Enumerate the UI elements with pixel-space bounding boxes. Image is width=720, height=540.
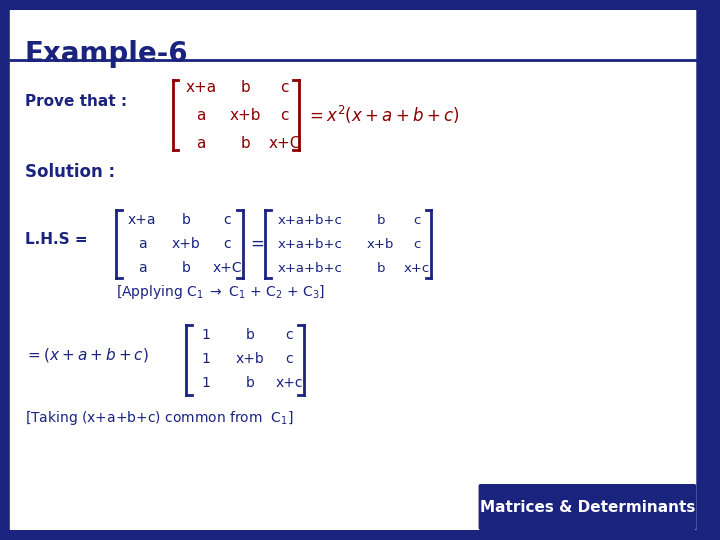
Text: b: b [246, 376, 254, 390]
Text: 1: 1 [202, 328, 210, 342]
Text: Example-6: Example-6 [24, 40, 188, 68]
Text: b: b [246, 328, 254, 342]
Text: x+b: x+b [366, 238, 394, 251]
Text: Solution :: Solution : [24, 163, 114, 181]
FancyBboxPatch shape [479, 484, 696, 530]
Text: L.H.S =: L.H.S = [24, 233, 87, 247]
Text: x+b: x+b [235, 352, 264, 366]
Text: c: c [224, 213, 231, 227]
Text: c: c [286, 328, 293, 342]
Text: a: a [138, 237, 146, 251]
Text: 1: 1 [202, 376, 210, 390]
Text: x+a+b+c: x+a+b+c [277, 213, 342, 226]
Text: x+c: x+c [404, 261, 430, 274]
Text: b: b [377, 261, 384, 274]
Text: c: c [413, 213, 420, 226]
Text: x+C: x+C [212, 261, 243, 275]
Text: 1: 1 [202, 352, 210, 366]
Text: x+a: x+a [186, 79, 217, 94]
Text: c: c [286, 352, 293, 366]
Text: a: a [197, 107, 206, 123]
Text: Prove that :: Prove that : [24, 94, 127, 110]
Text: b: b [182, 213, 191, 227]
Text: b: b [377, 213, 384, 226]
Text: x+b: x+b [172, 237, 201, 251]
Text: x+a: x+a [128, 213, 156, 227]
Text: b: b [240, 136, 250, 151]
Text: c: c [224, 237, 231, 251]
Text: Matrices & Determinants: Matrices & Determinants [480, 500, 695, 515]
Text: $= (x+a+b+c)$: $= (x+a+b+c)$ [24, 346, 148, 364]
Text: x+a+b+c: x+a+b+c [277, 238, 342, 251]
Text: [Applying C$_1$ $\rightarrow$ C$_1$ + C$_2$ + C$_3$]: [Applying C$_1$ $\rightarrow$ C$_1$ + C$… [116, 283, 325, 301]
Text: x+a+b+c: x+a+b+c [277, 261, 342, 274]
Text: b: b [240, 79, 250, 94]
Text: b: b [182, 261, 191, 275]
Text: a: a [138, 261, 146, 275]
Text: c: c [413, 238, 420, 251]
FancyBboxPatch shape [10, 10, 696, 530]
Text: $= x^2(x+a+b+c)$: $= x^2(x+a+b+c)$ [306, 104, 459, 126]
Text: x+c: x+c [276, 376, 303, 390]
Text: [Taking (x+a+b+c) common from  C$_1$]: [Taking (x+a+b+c) common from C$_1$] [24, 409, 293, 427]
Text: c: c [280, 79, 289, 94]
Text: x+b: x+b [230, 107, 261, 123]
Text: =: = [250, 235, 264, 253]
Text: x+C: x+C [269, 136, 300, 151]
Text: a: a [197, 136, 206, 151]
Text: c: c [280, 107, 289, 123]
